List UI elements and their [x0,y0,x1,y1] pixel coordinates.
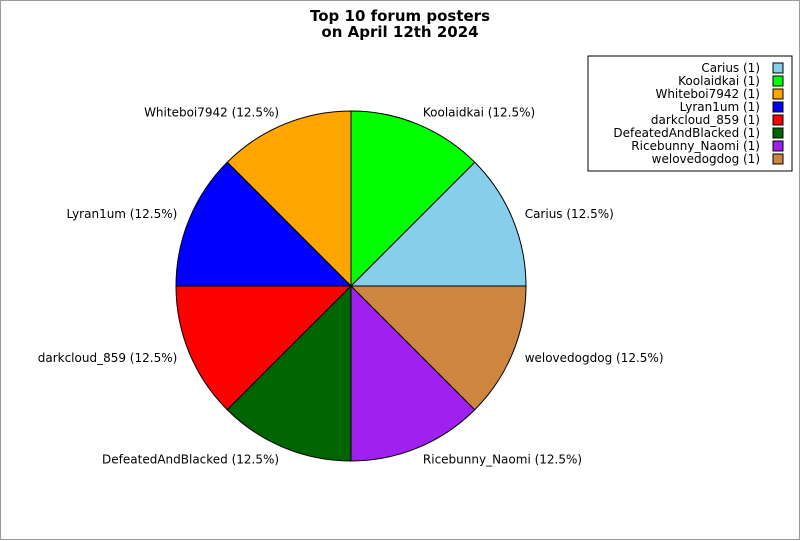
legend-box [587,55,793,172]
legend-label-darkcloud-859: darkcloud_859 (1) [651,113,760,127]
slice-label-koolaidkai: Koolaidkai (12.5%) [423,105,535,119]
legend-swatch-lyran1um [772,101,784,113]
pie-slice-koolaidkai [350,110,476,288]
chart-title-line-1: Top 10 forum posters [310,7,490,25]
legend-label-lyran1um: Lyran1um (1) [680,100,760,114]
slice-label-whiteboi7942: Whiteboi7942 (12.5%) [144,105,279,119]
legend-label-whiteboi7942: Whiteboi7942 (1) [655,87,760,101]
chart-title-line-2: on April 12th 2024 [321,23,478,41]
legend-label-carius: Carius (1) [701,61,760,75]
slice-label-defeatedandblacked: DefeatedAndBlacked (12.5%) [102,453,279,467]
slice-label-carius: Carius (12.5%) [525,207,614,221]
legend: Carius (1)Koolaidkai (1)Whiteboi7942 (1)… [587,55,793,172]
slice-labels: Carius (12.5%) Koolaidkai (12.5%) Whiteboi… [38,105,664,466]
legend-label-koolaidkai: Koolaidkai (1) [678,74,760,88]
pie-slice-defeatedandblacked [226,284,352,462]
pie-slice-carius [349,161,527,287]
legend-swatch-whiteboi7942 [772,88,784,100]
legend-label-defeatedandblacked: DefeatedAndBlacked (1) [613,126,760,140]
legend-swatch-defeatedandblacked [772,127,784,139]
pie-slice-darkcloud-859 [175,285,353,411]
slice-label-ricebunny-naomi: Ricebunny_Naomi (12.5%) [423,453,582,467]
legend-swatch-darkcloud-859 [772,114,784,126]
legend-swatch-koolaidkai [772,75,784,87]
slice-label-welovedogdog: welovedogdog (12.5%) [525,351,664,365]
slice-label-lyran1um: Lyran1um (12.5%) [66,207,177,221]
legend-swatch-welovedogdog [772,153,784,165]
legend-swatch-ricebunny-naomi [772,140,784,152]
pie-slices [175,110,527,462]
legend-label-welovedogdog: welovedogdog (1) [652,152,760,166]
pie-slice-lyran1um [175,161,353,287]
pie-slice-whiteboi7942 [226,110,352,288]
pie-slice-ricebunny-naomi [350,284,476,462]
legend-swatch-carius [772,62,784,74]
pie-slice-welovedogdog [349,285,527,411]
legend-label-ricebunny-naomi: Ricebunny_Naomi (1) [631,139,760,153]
chart-title: Top 10 forum posters on April 12th 2024 [310,7,490,41]
slice-label-darkcloud-859: darkcloud_859 (12.5%) [38,351,178,365]
